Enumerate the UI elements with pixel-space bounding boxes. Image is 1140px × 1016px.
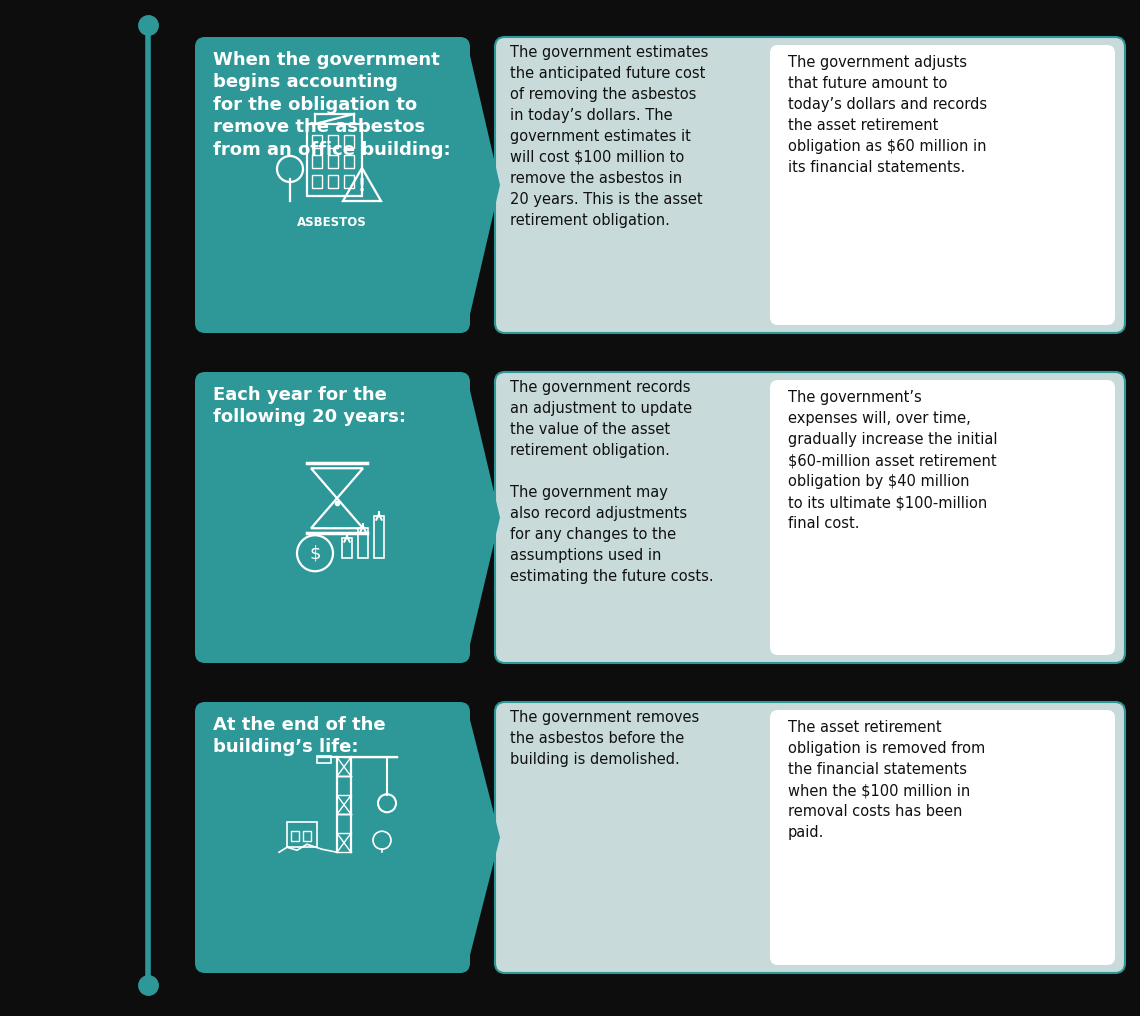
FancyBboxPatch shape (195, 702, 470, 973)
Bar (328, 135, 337, 148)
Bar (291, 831, 299, 841)
Bar (287, 822, 317, 847)
Polygon shape (730, 45, 765, 325)
Text: The government adjusts
that future amount to
today’s dollars and records
the ass: The government adjusts that future amoun… (788, 55, 987, 175)
Text: The government records
an adjustment to update
the value of the asset
retirement: The government records an adjustment to … (510, 380, 714, 584)
Text: At the end of the
building’s life:: At the end of the building’s life: (213, 716, 385, 757)
Bar (344, 155, 355, 168)
Text: When the government
begins accounting
for the obligation to
remove the asbestos
: When the government begins accounting fo… (213, 51, 450, 158)
FancyBboxPatch shape (495, 37, 1125, 333)
Polygon shape (469, 712, 500, 963)
Text: The government estimates
the anticipated future cost
of removing the asbestos
in: The government estimates the anticipated… (510, 45, 708, 228)
Bar (328, 175, 337, 188)
Bar (344, 135, 355, 148)
Polygon shape (730, 710, 765, 965)
Bar (344, 175, 355, 188)
FancyBboxPatch shape (495, 372, 1125, 663)
FancyBboxPatch shape (195, 37, 470, 333)
Bar (312, 135, 321, 148)
Polygon shape (469, 382, 500, 653)
Bar (312, 155, 321, 168)
Polygon shape (730, 380, 765, 655)
Text: ASBESTOS: ASBESTOS (298, 216, 367, 229)
FancyBboxPatch shape (195, 372, 470, 663)
FancyBboxPatch shape (770, 45, 1115, 325)
Bar (342, 538, 352, 558)
Bar (374, 516, 384, 558)
FancyBboxPatch shape (495, 702, 1125, 973)
Text: Each year for the
following 20 years:: Each year for the following 20 years: (213, 386, 406, 427)
FancyBboxPatch shape (770, 380, 1115, 655)
Text: !: ! (358, 177, 366, 195)
Text: $: $ (309, 545, 320, 562)
FancyBboxPatch shape (770, 710, 1115, 965)
Text: The government removes
the asbestos before the
building is demolished.: The government removes the asbestos befo… (510, 710, 699, 767)
Bar (358, 528, 368, 558)
Bar (312, 175, 321, 188)
Polygon shape (469, 47, 500, 323)
Text: The asset retirement
obligation is removed from
the financial statements
when th: The asset retirement obligation is remov… (788, 720, 985, 840)
Text: The government’s
expenses will, over time,
gradually increase the initial
$60-mi: The government’s expenses will, over tim… (788, 390, 998, 531)
Bar (303, 831, 311, 841)
Bar (307, 124, 363, 196)
Bar (328, 155, 337, 168)
Bar (317, 756, 331, 763)
